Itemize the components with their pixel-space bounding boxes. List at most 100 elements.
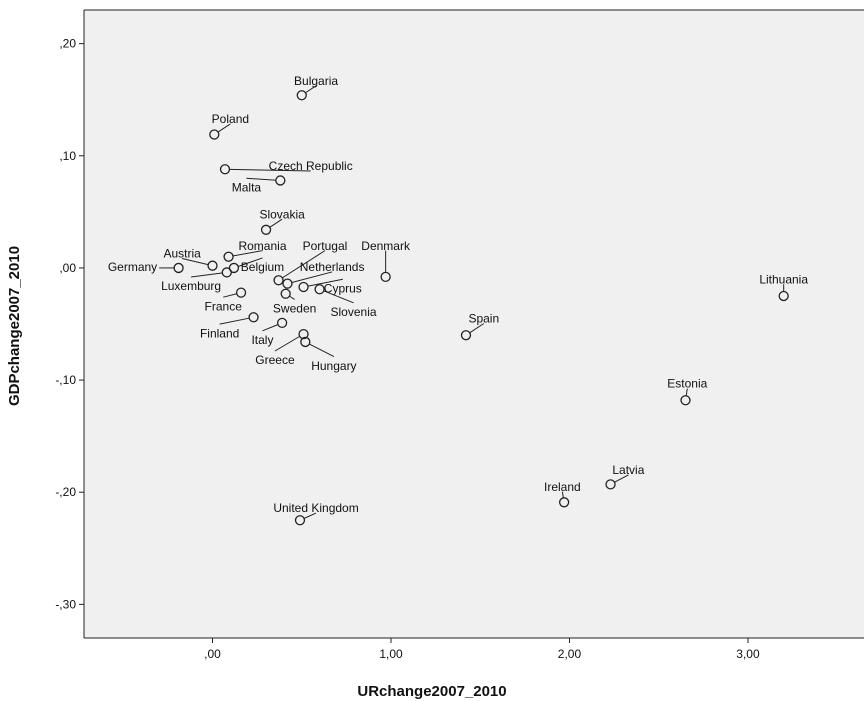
- data-point: United Kingdom: [273, 501, 359, 526]
- x-axis-title: URchange2007_2010: [357, 683, 506, 700]
- label-leader-line: [262, 323, 279, 332]
- point-marker: [778, 290, 789, 302]
- point-marker: [260, 224, 272, 235]
- point-marker: [219, 164, 231, 175]
- point-label: Poland: [212, 112, 249, 126]
- data-point: Austria: [163, 247, 218, 271]
- data-point: Romania: [223, 239, 287, 262]
- point-marker: [558, 497, 570, 508]
- label-leader-line: [182, 257, 209, 266]
- point-marker: [298, 328, 309, 340]
- data-point: Spain: [460, 312, 499, 341]
- data-point: Luxemburg: [161, 267, 232, 293]
- label-leader-line: [237, 257, 263, 268]
- data-point: Italy: [251, 317, 288, 347]
- data-point: Belgium: [228, 257, 284, 274]
- point-marker: [221, 267, 232, 278]
- plot-area: [84, 10, 864, 638]
- point-label: France: [205, 299, 243, 313]
- point-label: Romania: [238, 239, 286, 253]
- data-point: Sweden: [273, 288, 316, 316]
- point-marker: [294, 515, 306, 526]
- point-label: Netherlands: [300, 260, 365, 274]
- label-leader-line: [303, 512, 317, 520]
- point-label: Luxemburg: [161, 279, 221, 293]
- point-marker: [605, 479, 616, 490]
- y-axis-title: GDPchange2007_2010: [6, 246, 23, 406]
- point-label: Cyprus: [324, 281, 362, 295]
- data-point: Portugal: [273, 239, 348, 286]
- y-tick-label: -,10: [55, 373, 76, 387]
- point-label: Estonia: [667, 377, 707, 391]
- data-point: Ireland: [544, 480, 581, 508]
- point-marker: [282, 278, 293, 289]
- data-point: France: [205, 287, 247, 313]
- x-tick-label: 3,00: [736, 647, 760, 661]
- point-marker: [235, 287, 247, 298]
- point-marker: [298, 281, 309, 293]
- point-label: Belgium: [241, 260, 284, 274]
- point-label: Slovenia: [331, 305, 377, 319]
- point-label: Spain: [468, 312, 499, 326]
- point-label: Finland: [200, 326, 239, 340]
- point-marker: [314, 284, 325, 295]
- label-leader-line: [323, 290, 354, 304]
- y-tick-label: ,10: [59, 149, 76, 163]
- data-point: Slovenia: [314, 284, 377, 319]
- label-leader-line: [274, 335, 301, 352]
- label-leader-line: [232, 250, 263, 257]
- point-marker: [207, 260, 218, 271]
- label-leader-line: [613, 474, 629, 483]
- y-tick-label: -,20: [55, 485, 76, 499]
- point-marker: [680, 395, 691, 406]
- data-point: Poland: [209, 112, 249, 140]
- data-point: Estonia: [667, 377, 708, 406]
- y-tick-label: ,00: [59, 261, 76, 275]
- x-tick-label: 1,00: [379, 647, 403, 661]
- data-point: Denmark: [361, 239, 411, 283]
- data-point: Malta: [232, 175, 286, 194]
- point-marker: [380, 271, 391, 283]
- data-point: Greece: [255, 328, 309, 367]
- label-leader-line: [223, 293, 238, 298]
- point-marker: [273, 275, 284, 286]
- axis-ticks: -,30 -,20 -,10 ,00 ,10 ,20 ,00 1,00 2,00 3,00: [55, 37, 760, 661]
- label-leader-line: [217, 123, 231, 133]
- point-label: Austria: [163, 247, 201, 261]
- label-leader-line: [228, 168, 311, 172]
- point-label: Portugal: [303, 239, 348, 253]
- label-leader-line: [269, 218, 283, 229]
- point-marker: [460, 330, 472, 341]
- point-label: Denmark: [361, 239, 411, 253]
- data-point: Latvia: [605, 463, 645, 490]
- point-label: Germany: [108, 260, 157, 274]
- point-label: Bulgaria: [294, 74, 338, 88]
- label-leader-line: [685, 388, 688, 397]
- label-leader-line: [246, 177, 277, 181]
- data-point: Lithuania: [759, 272, 808, 302]
- point-label: United Kingdom: [273, 501, 358, 515]
- data-point: Czech Republic: [219, 159, 353, 175]
- data-point: Hungary: [300, 336, 357, 373]
- data-point: Germany: [108, 260, 184, 274]
- point-label: Ireland: [544, 480, 581, 494]
- point-label: Italy: [251, 333, 273, 347]
- point-marker: [300, 336, 311, 348]
- y-tick-label: ,20: [59, 37, 76, 51]
- point-marker: [276, 317, 288, 329]
- data-point: Bulgaria: [294, 74, 338, 101]
- label-leader-line: [308, 343, 335, 358]
- point-label: Sweden: [273, 302, 316, 316]
- point-label: Czech Republic: [269, 159, 353, 173]
- data-point: Finland: [200, 312, 259, 340]
- point-marker: [248, 312, 259, 323]
- data-points: Bulgaria Poland Czech Republic Malta Slovaki…: [108, 74, 808, 526]
- point-marker: [228, 262, 240, 274]
- point-marker: [173, 262, 184, 274]
- data-point: Slovakia: [259, 207, 305, 235]
- point-marker: [296, 90, 307, 101]
- x-tick-label: ,00: [204, 647, 221, 661]
- point-marker: [223, 251, 234, 262]
- label-leader-line: [191, 272, 223, 278]
